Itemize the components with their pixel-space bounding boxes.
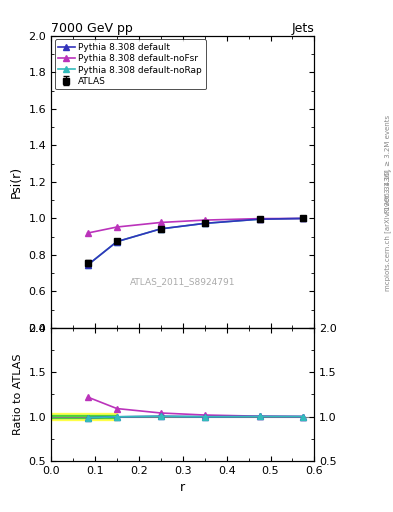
Pythia 8.308 default [115, 239, 119, 245]
Pythia 8.308 default-noRap [301, 216, 306, 222]
Pythia 8.308 default-noFsr [202, 217, 207, 223]
Pythia 8.308 default-noRap [115, 239, 119, 245]
Pythia 8.308 default-noFsr [115, 224, 119, 230]
Text: 7000 GeV pp: 7000 GeV pp [51, 22, 133, 35]
Pythia 8.308 default-noRap [257, 216, 262, 222]
Text: Rivet 3.1.10, ≥ 3.2M events: Rivet 3.1.10, ≥ 3.2M events [385, 115, 391, 213]
Pythia 8.308 default [158, 226, 163, 232]
Line: Pythia 8.308 default-noRap: Pythia 8.308 default-noRap [84, 216, 307, 268]
Y-axis label: Ratio to ATLAS: Ratio to ATLAS [13, 354, 23, 435]
Text: Jets: Jets [292, 22, 314, 35]
Y-axis label: Psi(r): Psi(r) [10, 166, 23, 198]
Line: Pythia 8.308 default-noFsr: Pythia 8.308 default-noFsr [84, 216, 307, 236]
Pythia 8.308 default [202, 220, 207, 226]
Pythia 8.308 default-noRap [158, 226, 163, 232]
Pythia 8.308 default-noRap [202, 220, 207, 226]
Pythia 8.308 default [257, 216, 262, 222]
Pythia 8.308 default-noFsr [85, 230, 90, 236]
Pythia 8.308 default-noFsr [158, 219, 163, 225]
Pythia 8.308 default-noFsr [257, 216, 262, 222]
Pythia 8.308 default-noRap [85, 262, 90, 268]
Text: mcplots.cern.ch [arXiv:1306.3436]: mcplots.cern.ch [arXiv:1306.3436] [384, 169, 391, 291]
X-axis label: r: r [180, 481, 185, 494]
Pythia 8.308 default [301, 216, 306, 222]
Line: Pythia 8.308 default: Pythia 8.308 default [84, 216, 307, 268]
Legend: Pythia 8.308 default, Pythia 8.308 default-noFsr, Pythia 8.308 default-noRap, AT: Pythia 8.308 default, Pythia 8.308 defau… [55, 39, 206, 90]
Text: ATLAS_2011_S8924791: ATLAS_2011_S8924791 [130, 277, 235, 286]
Pythia 8.308 default [85, 262, 90, 268]
Pythia 8.308 default-noFsr [301, 216, 306, 222]
